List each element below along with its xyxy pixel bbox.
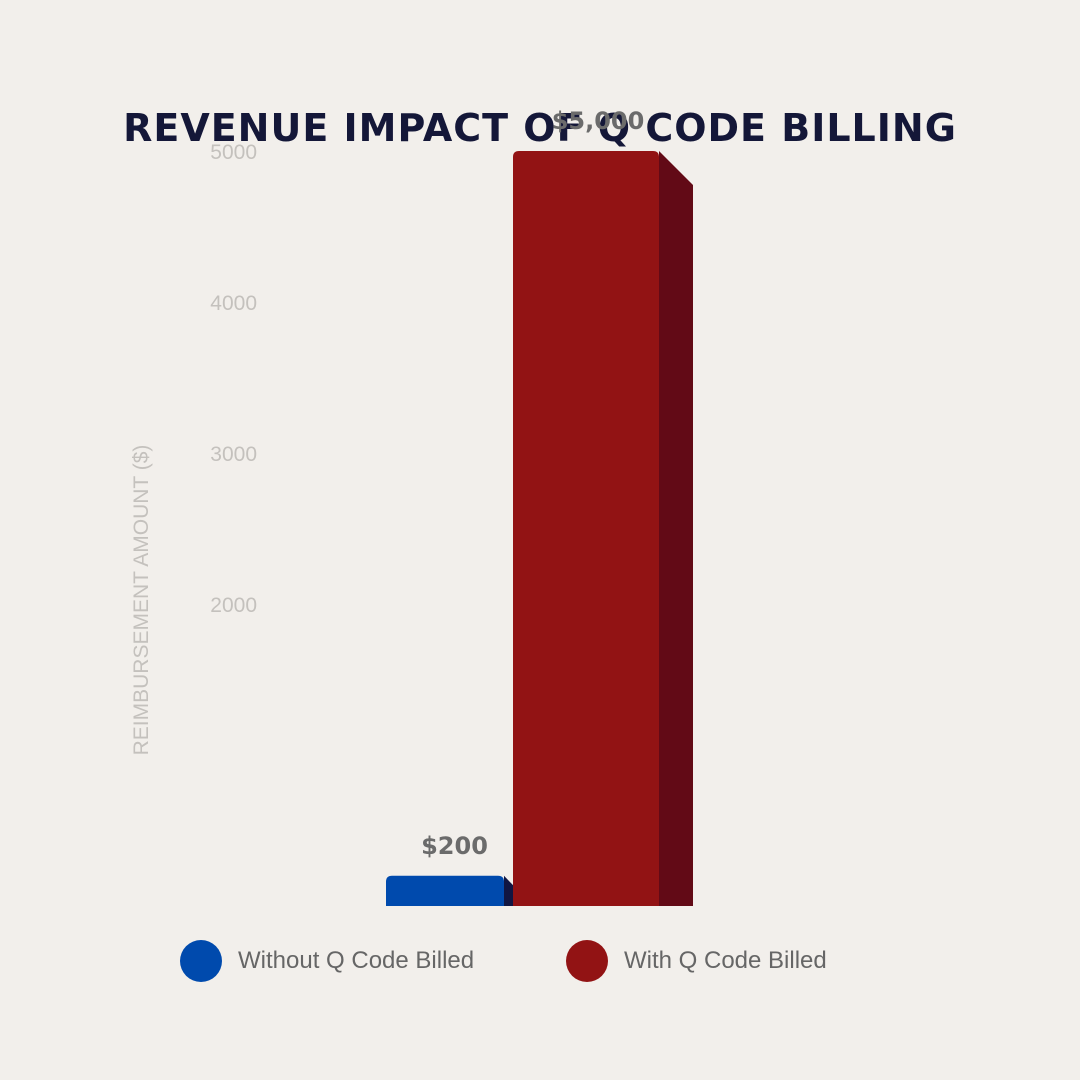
plot-area: REIMBURSEMENT AMOUNT ($) 2000 3000 4000 500… — [130, 107, 693, 906]
y-axis-ticks: 2000 3000 4000 5000 — [210, 141, 257, 617]
bar-front-face — [513, 151, 659, 906]
legend-label: Without Q Code Billed — [238, 947, 475, 974]
y-tick-label: 3000 — [210, 443, 257, 466]
bar-with-q-code — [513, 151, 693, 906]
y-axis-label: REIMBURSEMENT AMOUNT ($) — [130, 445, 153, 756]
bar-side-face — [659, 151, 693, 906]
legend-item-without-q-code: Without Q Code Billed — [180, 940, 474, 982]
y-tick-label: 5000 — [210, 141, 257, 164]
y-tick-label: 2000 — [210, 594, 257, 617]
legend-label: With Q Code Billed — [624, 947, 827, 974]
bar-value-label: $5,000 — [552, 107, 645, 135]
legend-item-with-q-code: With Q Code Billed — [566, 940, 827, 982]
data-labels: $200 $5,000 — [421, 107, 644, 860]
legend-swatch-blue — [180, 940, 222, 982]
bar-front-face — [386, 875, 504, 906]
bar-value-label: $200 — [421, 832, 488, 860]
chart-title: REVENUE IMPACT OF Q CODE BILLING — [123, 106, 957, 150]
legend-swatch-red — [566, 940, 608, 982]
legend: Without Q Code Billed With Q Code Billed — [0, 940, 1080, 982]
bars — [386, 151, 693, 906]
bar-without-q-code — [386, 875, 533, 906]
y-tick-label: 4000 — [210, 292, 257, 315]
